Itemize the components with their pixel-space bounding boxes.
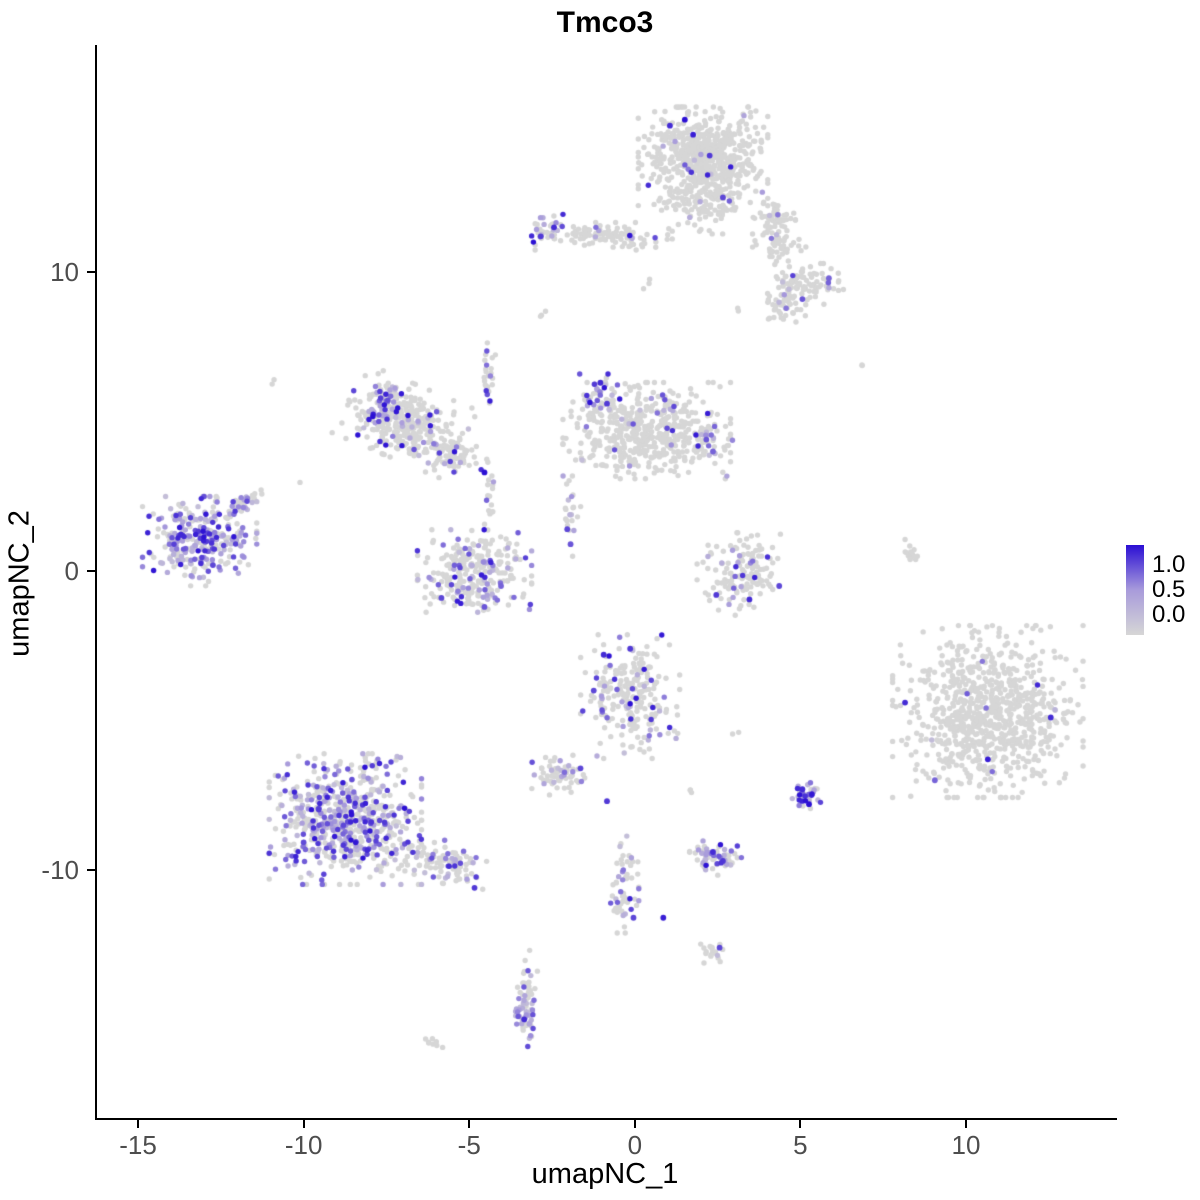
y-axis-tick-mark	[87, 868, 95, 871]
plot-area	[95, 45, 1117, 1120]
y-axis-tick-mark	[87, 570, 95, 573]
y-axis-tick-label: -10	[41, 854, 79, 885]
x-axis-tick-mark	[137, 1120, 140, 1128]
x-axis-tick-label: -10	[284, 1130, 323, 1160]
y-axis-tick-label: 10	[50, 257, 79, 288]
y-axis-title: umapNC_2	[3, 510, 36, 657]
legend-tick-high: 1.0	[1152, 551, 1186, 578]
legend-tick-low: 0.0	[1152, 601, 1186, 628]
x-axis-title: umapNC_1	[531, 1158, 679, 1190]
x-axis-tick-mark	[468, 1120, 471, 1128]
scatter-canvas	[97, 45, 1117, 1118]
chart-title: Tmco3	[556, 6, 654, 39]
y-axis-tick-mark	[87, 271, 95, 274]
x-axis-tick-label: 0	[627, 1130, 643, 1160]
legend-tick-mid: 0.5	[1152, 576, 1186, 603]
x-axis-tick-label: -15	[119, 1130, 157, 1160]
x-axis-tick-mark	[633, 1120, 636, 1128]
x-axis-tick-mark	[302, 1120, 305, 1128]
color-legend: 1.0 0.5 0.0	[1126, 545, 1200, 640]
x-axis-tick-label: 10	[951, 1130, 981, 1160]
y-axis-tick-label: 0	[64, 556, 79, 587]
legend-gradient-bar	[1126, 545, 1144, 635]
x-axis-tick-label: 5	[793, 1130, 808, 1160]
x-axis-tick-mark	[799, 1120, 802, 1128]
x-axis-tick-label: -5	[457, 1130, 481, 1160]
x-axis-tick-mark	[964, 1120, 967, 1128]
